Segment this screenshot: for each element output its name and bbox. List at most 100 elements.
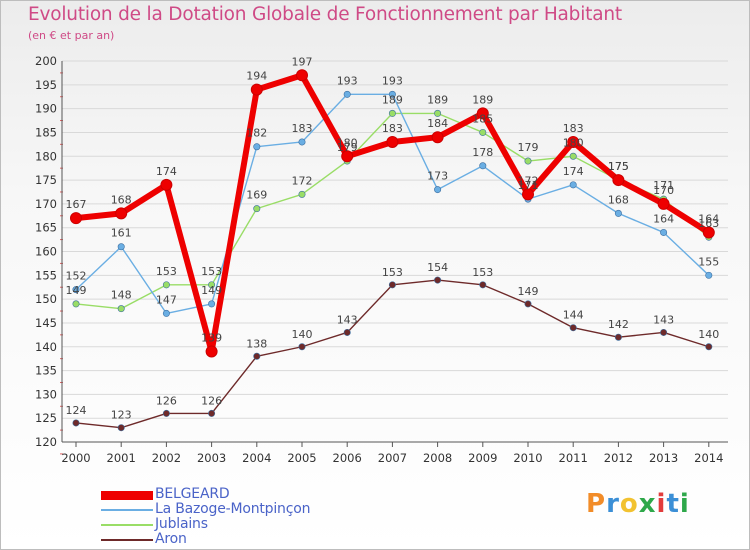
x-tick-label: 2007 [378,451,407,465]
data-point-aron [253,352,261,360]
data-point-la-bazoge-montpincon [162,309,170,317]
y-tick-label: 135 [35,364,57,378]
data-point-la-bazoge-montpincon [253,143,261,151]
y-tick-label: 165 [35,221,57,235]
x-tick-label: 2010 [513,451,542,465]
data-point-belgeard [386,135,399,148]
logo-letter: i [679,489,690,519]
data-label-la-bazoge-montpincon: 174 [563,165,584,178]
y-tick-label: 160 [35,245,57,259]
data-point-la-bazoge-montpincon [117,243,125,251]
data-label-la-bazoge-montpincon: 161 [111,227,132,240]
data-label-la-bazoge-montpincon: 183 [292,122,313,135]
data-point-aron [298,343,306,351]
data-label-la-bazoge-montpincon: 155 [698,255,719,268]
logo-letter: o [619,489,639,519]
data-label-jublains: 179 [518,141,539,154]
x-tick-label: 2008 [423,451,452,465]
data-point-aron [343,328,351,336]
data-point-jublains [208,281,216,289]
data-label-belgeard: 183 [382,122,403,135]
logo-letter: t [666,489,680,519]
x-tick-label: 2012 [604,451,633,465]
data-label-aron: 140 [292,328,313,341]
data-point-aron [614,333,622,341]
legend-item-la-bazoge-montpincon: La Bazoge-Montpinçon [101,501,401,517]
y-tick-label: 180 [35,149,57,163]
data-label-belgeard: 170 [653,184,674,197]
data-label-jublains: 153 [201,265,222,278]
data-point-belgeard [476,107,489,120]
data-label-aron: 143 [653,313,674,326]
legend-swatch-jublains [101,524,153,526]
data-point-la-bazoge-montpincon [614,209,622,217]
data-point-aron [434,276,442,284]
data-label-jublains: 153 [156,265,177,278]
x-tick-label: 2011 [559,451,588,465]
data-label-aron: 140 [698,328,719,341]
data-label-la-bazoge-montpincon: 171 [518,179,539,192]
data-label-aron: 138 [246,337,267,350]
data-label-belgeard: 167 [66,198,87,211]
data-point-jublains [479,128,487,136]
data-point-aron [388,281,396,289]
data-label-la-bazoge-montpincon: 182 [246,127,267,140]
data-label-jublains: 163 [698,217,719,230]
logo-letter: x [638,489,657,519]
data-label-la-bazoge-montpincon: 152 [66,270,87,283]
x-tick-label: 2013 [649,451,678,465]
data-point-jublains [524,157,532,165]
data-point-la-bazoge-montpincon [434,186,442,194]
x-tick-label: 2001 [107,451,136,465]
legend-item-belgeard: BELGEARD [101,486,401,502]
data-label-la-bazoge-montpincon: 178 [472,146,493,159]
y-tick-label: 200 [35,54,57,68]
legend-label-jublains: Jublains [155,516,208,532]
data-point-la-bazoge-montpincon [343,90,351,98]
x-tick-label: 2002 [152,451,181,465]
data-point-belgeard [115,207,128,220]
proxiti-logo: Proxiti [586,489,690,519]
data-point-aron [162,409,170,417]
y-tick-label: 155 [35,268,57,282]
grid-layer [62,60,728,443]
data-label-belgeard: 168 [111,193,132,206]
x-tick-label: 2004 [242,451,271,465]
data-point-jublains [72,300,80,308]
data-label-belgeard: 174 [156,165,177,178]
data-point-aron [660,328,668,336]
data-point-aron [524,300,532,308]
data-point-la-bazoge-montpincon [208,300,216,308]
data-point-belgeard [431,131,444,144]
data-label-la-bazoge-montpincon: 193 [382,74,403,87]
y-tick-label: 195 [35,78,57,92]
legend-swatch-la-bazoge-montpincon [101,509,153,511]
data-label-la-bazoge-montpincon: 193 [337,74,358,87]
data-label-belgeard: 197 [292,55,313,68]
data-point-aron [208,409,216,417]
data-label-aron: 126 [201,394,222,407]
data-point-aron [117,424,125,432]
data-point-belgeard [702,226,715,239]
data-label-aron: 142 [608,318,629,331]
data-label-aron: 149 [518,285,539,298]
data-point-jublains [569,152,577,160]
data-point-jublains [162,281,170,289]
y-tick-label: 185 [35,125,57,139]
data-point-la-bazoge-montpincon [569,181,577,189]
data-point-belgeard [250,83,263,96]
y-tick-label: 170 [35,197,57,211]
data-label-belgeard: 180 [337,136,358,149]
data-label-aron: 124 [66,404,87,417]
logo-letter: r [606,489,620,519]
legend-item-aron: Aron [101,531,401,547]
data-label-jublains: 149 [66,284,87,297]
y-tick-label: 120 [35,435,57,449]
data-label-aron: 153 [382,266,403,279]
data-label-jublains: 185 [472,112,493,125]
data-point-la-bazoge-montpincon [479,162,487,170]
data-label-jublains: 180 [563,136,584,149]
y-tick-label: 190 [35,102,57,116]
data-label-jublains: 179 [337,141,358,154]
